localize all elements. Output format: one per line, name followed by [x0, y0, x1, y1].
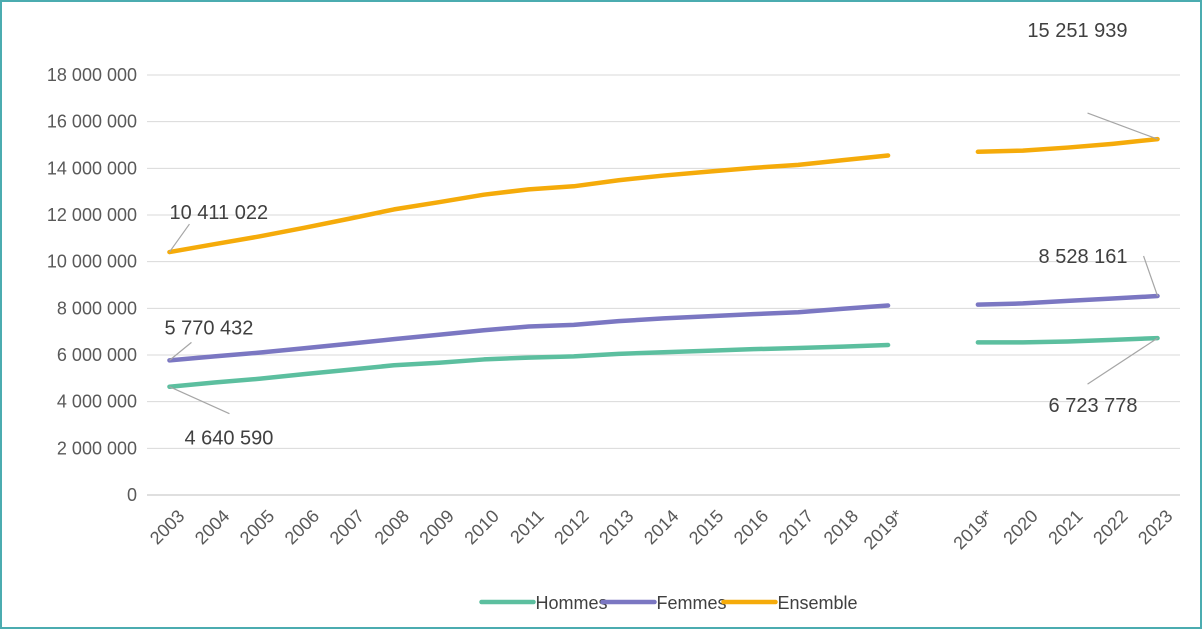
leader-line: [1142, 255, 1159, 297]
x-tick-label: 2007: [326, 506, 368, 548]
series-line-femmes: [975, 293, 1160, 307]
data-labels: 10 411 022 15 251 939 5 770 432 8 528 161 4 …: [164, 20, 1159, 450]
x-tick-label: 2012: [550, 506, 592, 548]
x-tick-label: 2013: [595, 506, 637, 548]
data-label-femmes: 8 528 161: [1039, 246, 1128, 268]
x-axis: 2003 2004 2005 2006 2007 2008 2009 2010 2011 2012…: [146, 506, 1177, 553]
series-line-ensemble: [975, 136, 1160, 155]
x-tick-label: 2019*: [860, 506, 907, 553]
x-tick-label: 2003: [146, 506, 188, 548]
leader-line: [1087, 337, 1158, 385]
x-tick-label: 2005: [236, 506, 278, 548]
leader-line: [169, 341, 192, 361]
x-tick-label: 2009: [415, 506, 457, 548]
x-tick-label: 2006: [281, 506, 323, 548]
x-tick-label: 2021: [1044, 506, 1086, 548]
legend-label-femmes: Femmes: [657, 593, 727, 613]
leader-line: [168, 223, 190, 253]
legend: Hommes Femmes Ensemble: [479, 593, 858, 613]
x-tick-label: 2023: [1134, 506, 1176, 548]
data-label-hommes: 4 640 590: [184, 428, 273, 450]
y-tick-label: 12 000 000: [47, 205, 137, 225]
x-tick-label: 2018: [820, 506, 862, 548]
x-tick-label: 2015: [685, 506, 727, 548]
legend-label-hommes: Hommes: [536, 593, 608, 613]
series-line-hommes: [167, 342, 891, 389]
y-tick-label: 2 000 000: [57, 438, 137, 458]
y-axis: 0 2 000 000 4 000 000 6 000 000 8 000 000 10 …: [47, 65, 137, 505]
x-tick-label: 2019*: [949, 506, 996, 553]
x-tick-label: 2020: [999, 506, 1041, 548]
x-tick-label: 2011: [506, 506, 548, 548]
gridlines: [147, 74, 1180, 496]
series-line-ensemble: [167, 153, 891, 255]
data-label-ensemble: 15 251 939: [1027, 20, 1127, 42]
legend-label-ensemble: Ensemble: [778, 593, 858, 613]
x-tick-label: 2010: [460, 506, 502, 548]
leader-line: [1087, 112, 1158, 140]
series-line-femmes: [167, 303, 891, 363]
y-tick-label: 0: [127, 485, 137, 505]
y-tick-label: 18 000 000: [47, 65, 137, 85]
x-tick-label: 2008: [371, 506, 413, 548]
x-tick-label: 2017: [775, 506, 817, 548]
data-label-femmes: 5 770 432: [164, 317, 253, 339]
data-label-hommes: 6 723 778: [1049, 395, 1138, 417]
data-label-ensemble: 10 411 022: [169, 202, 268, 224]
x-tick-label: 2016: [730, 506, 772, 548]
x-tick-label: 2004: [191, 506, 233, 548]
y-tick-label: 8 000 000: [57, 298, 137, 318]
y-tick-label: 10 000 000: [47, 252, 137, 272]
x-tick-label: 2022: [1089, 506, 1131, 548]
leader-line: [169, 386, 230, 415]
series-lines: [167, 136, 1160, 389]
series-line-hommes: [975, 335, 1160, 345]
y-tick-label: 14 000 000: [47, 158, 137, 178]
y-tick-label: 16 000 000: [47, 112, 137, 132]
x-tick-label: 2014: [640, 506, 682, 548]
y-tick-label: 4 000 000: [57, 392, 137, 412]
y-tick-label: 6 000 000: [57, 345, 137, 365]
